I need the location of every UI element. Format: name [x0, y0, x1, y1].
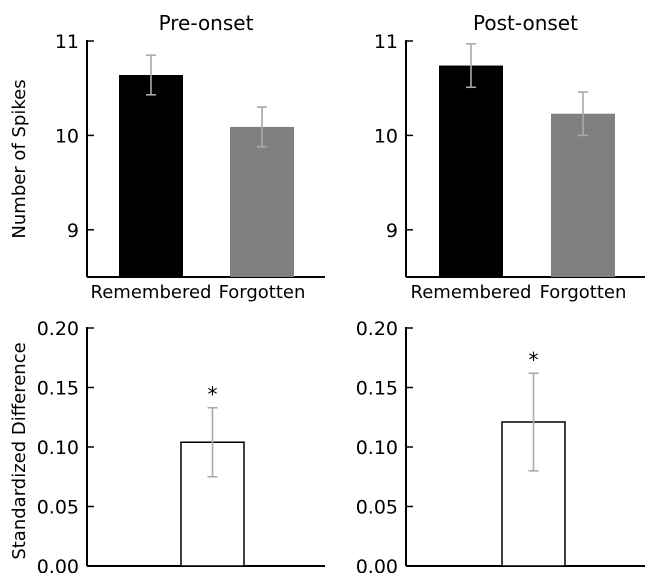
- y-tick-label: 10: [55, 125, 79, 147]
- x-category-label: Remembered: [91, 282, 212, 303]
- y-tick-label: 0.05: [37, 497, 79, 519]
- y-axis-title: Number of Spikes: [9, 79, 30, 238]
- x-category-label: Forgotten: [219, 282, 306, 303]
- y-tick-label: 11: [374, 31, 398, 53]
- y-tick-label: 0.00: [356, 556, 398, 573]
- panel-title: Post-onset: [473, 11, 578, 35]
- y-tick-label: 0.15: [356, 378, 398, 400]
- bar-remembered: [119, 74, 183, 277]
- y-tick-label: 0.00: [37, 556, 79, 573]
- x-category-label: Remembered: [411, 282, 532, 303]
- y-tick-label: 0.10: [37, 437, 79, 459]
- y-tick-label: 9: [386, 220, 398, 242]
- x-category-label: Forgotten: [540, 282, 627, 303]
- y-tick-label: 10: [374, 125, 398, 147]
- significance-marker: *: [529, 348, 539, 372]
- y-tick-label: 0.20: [37, 318, 79, 340]
- bar-forgotten: [230, 126, 294, 278]
- y-tick-label: 0.15: [37, 378, 79, 400]
- y-tick-label: 0.10: [356, 437, 398, 459]
- bar-remembered: [439, 65, 503, 277]
- panel-title: Pre-onset: [159, 11, 254, 35]
- y-tick-label: 11: [55, 31, 79, 53]
- y-tick-label: 9: [67, 220, 79, 242]
- y-tick-label: 0.05: [356, 497, 398, 519]
- bar-forgotten: [551, 113, 615, 277]
- y-axis-title: Standardized Difference: [9, 342, 30, 559]
- y-tick-label: 0.20: [356, 318, 398, 340]
- significance-marker: *: [208, 383, 218, 407]
